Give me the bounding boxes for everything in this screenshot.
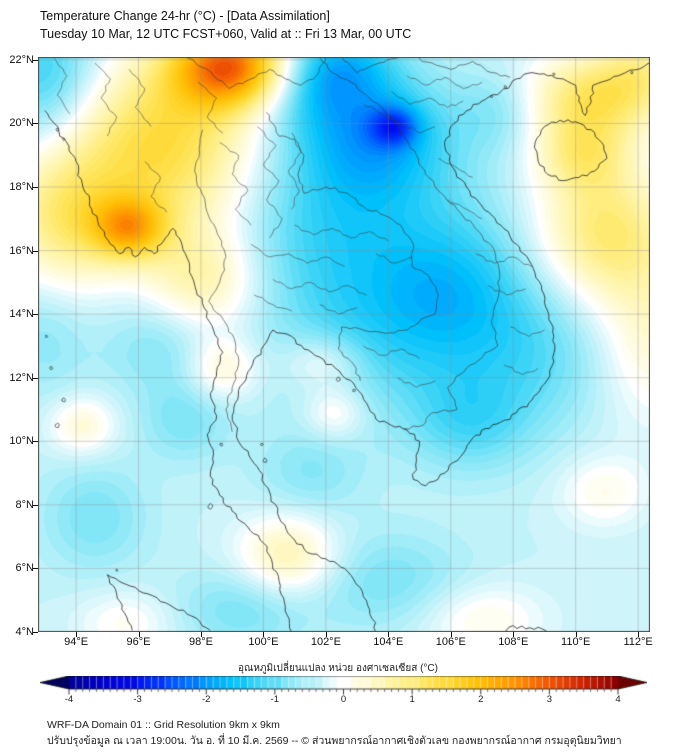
lon-tick-label: 98°E xyxy=(188,636,213,648)
lon-tick-mark xyxy=(575,632,577,637)
lat-tick-mark xyxy=(33,441,38,443)
lon-tick-mark xyxy=(76,632,78,637)
lat-tick-mark xyxy=(33,187,38,188)
lat-tick-label: 6°N xyxy=(15,562,34,575)
lon-tick-mark xyxy=(513,632,515,637)
map-plot-area xyxy=(38,57,650,632)
lon-tick-mark xyxy=(200,632,202,637)
page-title: Temperature Change 24-hr (°C) - [Data As… xyxy=(40,9,330,23)
lon-tick-label: 112°E xyxy=(623,636,653,648)
lat-tick-mark xyxy=(33,632,38,633)
colorbar-label: อุณหภูมิเปลี่ยนแปลง หน่วย องศาเซลเซียส (… xyxy=(238,663,438,674)
lon-tick-mark xyxy=(263,632,265,637)
lat-tick-label: 12°N xyxy=(9,371,34,384)
lat-tick-label: 4°N xyxy=(15,626,34,638)
lon-tick-label: 106°E xyxy=(435,636,466,648)
lat-tick-label: 8°N xyxy=(15,498,34,511)
lon-tick-label: 100°E xyxy=(248,636,279,648)
lat-tick-mark xyxy=(33,377,38,379)
lon-tick-mark xyxy=(450,632,452,637)
lat-tick-mark xyxy=(33,504,38,506)
lon-tick-label: 108°E xyxy=(498,636,529,648)
lat-tick-mark xyxy=(33,250,38,252)
lon-tick-mark xyxy=(638,632,640,637)
colorbar-tick-label: 3 xyxy=(546,694,553,705)
temperature-change-map-canvas xyxy=(38,57,650,632)
footer-model-info: WRF-DA Domain 01 :: Grid Resolution 9km … xyxy=(47,719,280,731)
page-subtitle: Tuesday 10 Mar, 12 UTC FCST+060, Valid a… xyxy=(40,27,412,41)
footer-issue-info: ปรับปรุงข้อมูล ณ เวลา 19:00น. วัน อ. ที่… xyxy=(47,735,622,747)
colorbar-tick-label: -4 xyxy=(64,694,74,705)
lon-tick-mark xyxy=(388,632,390,637)
colorbar-tick-label: 0 xyxy=(340,694,347,705)
colorbar-tick-label: -3 xyxy=(133,694,142,705)
colorbar-tick-label: 2 xyxy=(478,694,484,705)
lat-tick-mark xyxy=(33,123,38,125)
lon-tick-label: 102°E xyxy=(310,636,341,648)
lat-tick-label: 10°N xyxy=(9,435,34,448)
lon-tick-label: 110°E xyxy=(561,636,591,648)
lat-tick-mark xyxy=(33,568,38,570)
lon-tick-label: 94°E xyxy=(64,636,89,648)
lat-tick-label: 20°N xyxy=(9,117,34,130)
lon-tick-label: 96°E xyxy=(126,636,151,648)
lat-tick-label: 18°N xyxy=(9,181,34,193)
lat-tick-mark xyxy=(33,59,38,61)
lon-tick-label: 104°E xyxy=(373,636,404,648)
lat-tick-mark xyxy=(33,314,38,316)
colorbar-tick-label: -2 xyxy=(202,694,211,705)
lat-tick-label: 22°N xyxy=(9,53,34,66)
lat-tick-label: 16°N xyxy=(9,244,34,257)
lon-tick-mark xyxy=(325,632,327,637)
lat-tick-label: 14°N xyxy=(9,308,34,321)
colorbar-canvas xyxy=(40,676,647,696)
colorbar-tick-label: -1 xyxy=(270,694,280,705)
colorbar-tick-label: 1 xyxy=(409,694,415,705)
colorbar-tick-label: 4 xyxy=(615,694,621,705)
lon-tick-mark xyxy=(138,632,140,637)
